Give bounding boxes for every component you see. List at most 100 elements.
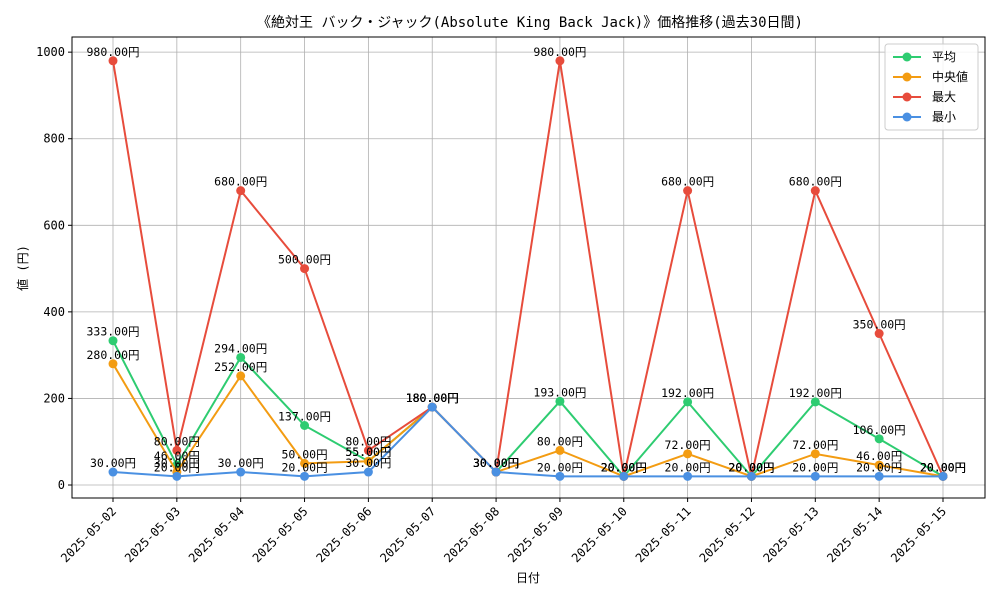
- data-label: 980.00円: [533, 45, 586, 59]
- data-label: 20.00円: [920, 460, 966, 474]
- x-tick-label: 2025-05-03: [122, 504, 183, 565]
- data-point: [300, 264, 310, 274]
- data-label: 20.00円: [728, 460, 774, 474]
- data-label: 20.00円: [920, 460, 966, 474]
- data-label: 20.00円: [920, 460, 966, 474]
- data-label: 30.00円: [154, 456, 200, 470]
- data-label: 20.00円: [281, 460, 327, 474]
- data-point: [491, 467, 501, 477]
- x-tick-label: 2025-05-11: [633, 504, 694, 565]
- y-tick-label: 200: [43, 391, 65, 405]
- legend-item: 中央値: [893, 69, 968, 84]
- data-label: 30.00円: [473, 456, 519, 470]
- data-label: 280.00円: [86, 348, 139, 362]
- data-label: 46.00円: [856, 449, 902, 463]
- legend-marker: [902, 92, 912, 102]
- data-point: [874, 460, 884, 470]
- data-point: [555, 445, 565, 455]
- data-label: 180.00円: [406, 391, 459, 405]
- data-point: [810, 471, 820, 481]
- series-layer: [108, 56, 948, 481]
- x-tick-label: 2025-05-06: [314, 504, 375, 565]
- data-point: [108, 336, 118, 346]
- series-line: [112, 363, 944, 478]
- data-point: [810, 449, 820, 459]
- data-label: 20.00円: [537, 460, 583, 474]
- y-tick-label: 1000: [36, 45, 65, 59]
- data-point: [427, 402, 437, 412]
- data-point: [555, 56, 565, 66]
- data-label: 193.00円: [533, 385, 586, 399]
- data-label: 680.00円: [214, 175, 267, 189]
- data-point: [300, 471, 310, 481]
- data-label: 55.00円: [345, 445, 391, 459]
- data-label: 30.00円: [218, 456, 264, 470]
- data-point: [555, 471, 565, 481]
- data-point: [108, 467, 118, 477]
- data-label: 180.00円: [406, 391, 459, 405]
- data-point: [172, 445, 182, 455]
- data-label: 192.00円: [661, 386, 714, 400]
- data-point: [810, 186, 820, 196]
- series-3: [108, 402, 948, 481]
- x-tick-label: 2025-05-04: [186, 504, 247, 565]
- legend-label: 平均: [932, 50, 956, 64]
- y-tick-label: 0: [58, 478, 65, 492]
- legend-marker: [902, 52, 912, 62]
- data-label: 980.00円: [86, 45, 139, 59]
- data-point: [236, 352, 246, 362]
- data-point: [236, 186, 246, 196]
- data-point: [874, 471, 884, 481]
- x-tick-label: 2025-05-13: [760, 504, 821, 565]
- data-label: 72.00円: [792, 438, 838, 452]
- data-label: 20.00円: [601, 460, 647, 474]
- x-tick-label: 2025-05-09: [505, 504, 566, 565]
- data-point: [683, 186, 693, 196]
- data-label: 80.00円: [154, 434, 200, 448]
- legend-item: 最大: [893, 90, 956, 104]
- data-point: [810, 397, 820, 407]
- series-line: [112, 405, 943, 478]
- data-label: 30.00円: [473, 456, 519, 470]
- legend-label: 最小: [932, 110, 956, 124]
- data-label: 192.00円: [789, 386, 842, 400]
- data-label: 50.00円: [281, 447, 327, 461]
- data-point: [938, 471, 948, 481]
- legend-item: 最小: [893, 110, 956, 124]
- data-label: 80.00円: [537, 434, 583, 448]
- data-point: [363, 445, 373, 455]
- x-tick-label: 2025-05-12: [697, 504, 758, 565]
- plot-frame: [71, 36, 986, 499]
- y-axis: 0 200 400 600 800 1000: [36, 45, 72, 492]
- data-label: 20.00円: [154, 460, 200, 474]
- data-labels: 333.00円 46.00円 294.00円 137.00円 55.00円 180.00円…: [86, 45, 966, 475]
- series-2: [108, 56, 948, 481]
- data-label: 680.00円: [661, 175, 714, 189]
- legend-marker: [902, 112, 912, 122]
- legend-marker: [902, 72, 912, 82]
- data-label: 137.00円: [278, 409, 331, 423]
- data-point: [683, 449, 693, 459]
- data-point: [874, 434, 884, 444]
- data-point: [363, 467, 373, 477]
- data-point: [746, 471, 756, 481]
- x-tick-label: 2025-05-10: [569, 504, 630, 565]
- data-label: 30.00円: [90, 456, 136, 470]
- data-label: 55.00円: [345, 445, 391, 459]
- data-label: 20.00円: [728, 460, 774, 474]
- legend-box: [884, 43, 979, 131]
- data-point: [300, 458, 310, 468]
- y-tick-label: 800: [43, 132, 65, 146]
- data-label: 80.00円: [345, 434, 391, 448]
- data-label: 106.00円: [853, 423, 906, 437]
- data-label: 20.00円: [920, 460, 966, 474]
- data-label: 333.00円: [86, 325, 139, 339]
- series-line: [112, 60, 944, 477]
- x-tick-label: 2025-05-08: [441, 504, 502, 565]
- data-point: [683, 471, 693, 481]
- data-label: 20.00円: [728, 460, 774, 474]
- x-tick-label: 2025-05-15: [888, 504, 949, 565]
- data-point: [683, 397, 693, 407]
- data-point: [236, 371, 246, 381]
